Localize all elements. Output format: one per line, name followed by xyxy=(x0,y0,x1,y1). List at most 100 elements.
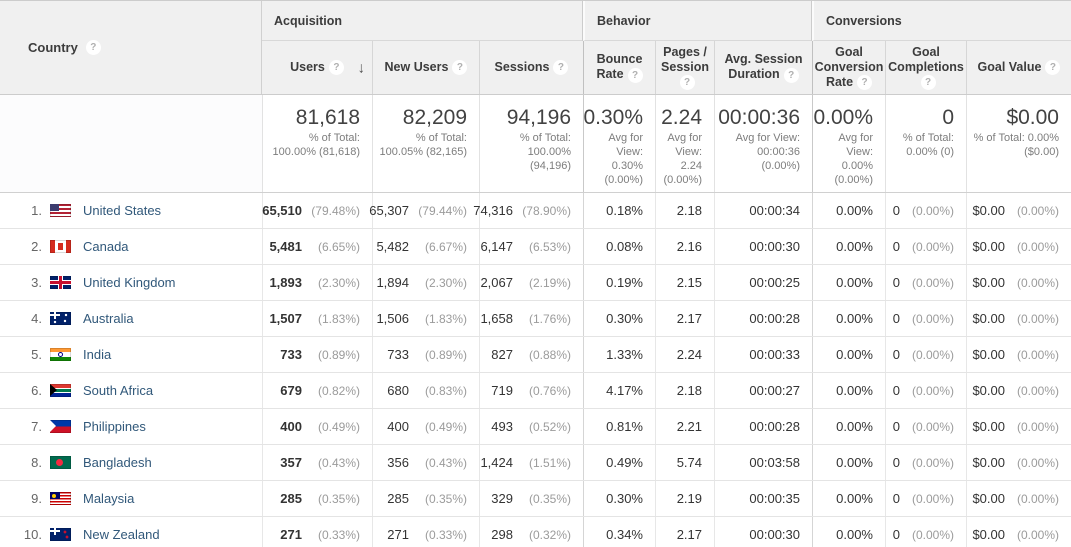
goal-conversion-rate-cell: 0.00% xyxy=(812,193,885,228)
country-link[interactable]: Philippines xyxy=(83,419,146,434)
totals-pages-session: 2.24 Avg for View: 2.24 (0.00%) xyxy=(655,95,714,192)
sort-descending-icon[interactable]: ↓ xyxy=(357,59,366,76)
goal-completions-cell: 0 (0.00%) xyxy=(885,265,966,300)
pages-session-value: 2.21 xyxy=(676,419,702,434)
help-icon[interactable]: ? xyxy=(783,67,799,83)
users-percent: (0.35%) xyxy=(317,491,360,506)
pages-session-cell: 2.15 xyxy=(655,265,714,300)
pages-session-cell: 5.74 xyxy=(655,445,714,480)
new-users-cell: 1,506 (1.83%) xyxy=(372,301,479,336)
country-cell: 7. Philippines xyxy=(0,409,262,444)
table-row: 7. Philippines 400 (0.49%) 400 (0.49%) 493… xyxy=(0,409,1071,445)
pages-session-value: 2.15 xyxy=(676,275,702,290)
country-link[interactable]: Canada xyxy=(83,239,129,254)
goal-value-percent: (0.00%) xyxy=(1016,491,1059,506)
users-cell: 400 (0.49%) xyxy=(262,409,372,444)
group-label: Behavior xyxy=(597,13,651,28)
pages-session-value: 2.18 xyxy=(676,383,702,398)
column-label: Users xyxy=(290,59,325,74)
group-header-conversions: Conversions xyxy=(812,1,1071,41)
bounce-rate-cell: 0.81% xyxy=(583,409,655,444)
column-header-goal-conversion-rate[interactable]: Goal Conversion Rate? xyxy=(812,41,885,94)
help-icon[interactable]: ? xyxy=(1045,60,1061,76)
sessions-value: 493 xyxy=(491,419,513,434)
country-link[interactable]: South Africa xyxy=(83,383,154,398)
country-link[interactable]: Malaysia xyxy=(83,491,135,506)
column-header-country[interactable]: Country ? xyxy=(0,1,262,94)
users-cell: 1,507 (1.83%) xyxy=(262,301,372,336)
country-cell: 1. United States xyxy=(0,193,262,228)
help-icon[interactable]: ? xyxy=(85,40,101,55)
goal-value-percent: (0.00%) xyxy=(1016,455,1059,470)
users-percent: (0.89%) xyxy=(317,347,360,362)
goal-conversion-rate-value: 0.00% xyxy=(836,347,873,362)
sessions-percent: (0.76%) xyxy=(528,383,571,398)
country-cell: 8. Bangladesh xyxy=(0,445,262,480)
help-icon[interactable]: ? xyxy=(857,75,873,91)
column-header-goal-value[interactable]: Goal Value? xyxy=(966,41,1071,94)
goal-conversion-rate-cell: 0.00% xyxy=(812,337,885,372)
goal-completions-percent: (0.00%) xyxy=(911,239,954,254)
users-percent: (79.48%) xyxy=(311,203,360,218)
avg-session-duration-value: 00:00:30 xyxy=(749,527,800,542)
country-link[interactable]: New Zealand xyxy=(83,527,160,542)
column-header-new-users[interactable]: New Users? xyxy=(372,41,479,94)
goal-value-cell: $0.00 (0.00%) xyxy=(966,373,1071,408)
column-header-goal-completions[interactable]: Goal Completions? xyxy=(885,41,966,94)
help-icon[interactable]: ? xyxy=(920,75,936,91)
bounce-rate-cell: 4.17% xyxy=(583,373,655,408)
goal-completions-cell: 0 (0.00%) xyxy=(885,409,966,444)
country-link[interactable]: United Kingdom xyxy=(83,275,176,290)
users-value: 65,510 xyxy=(262,203,302,218)
column-header-pages-session[interactable]: Pages / Session? xyxy=(655,41,714,94)
users-percent: (6.65%) xyxy=(317,239,360,254)
avg-session-duration-value: 00:00:35 xyxy=(749,491,800,506)
goal-completions-percent: (0.00%) xyxy=(911,383,954,398)
table-row: 3. United Kingdom 1,893 (2.30%) 1,894 (2.3… xyxy=(0,265,1071,301)
country-link[interactable]: India xyxy=(83,347,112,362)
total-subtext: Avg for View: 0.00% (0.00%) xyxy=(834,132,873,186)
help-icon[interactable]: ? xyxy=(627,67,643,83)
sessions-percent: (0.32%) xyxy=(528,527,571,542)
pages-session-cell: 2.21 xyxy=(655,409,714,444)
sessions-cell: 6,147 (6.53%) xyxy=(479,229,583,264)
users-percent: (0.43%) xyxy=(317,455,360,470)
goal-completions-percent: (0.00%) xyxy=(911,455,954,470)
totals-sessions: 94,196 % of Total: 100.00% (94,196) xyxy=(479,95,583,192)
column-header-users[interactable]: Users? ↓ xyxy=(262,41,372,94)
total-value: 2.24 xyxy=(661,106,702,129)
goal-completions-percent: (0.00%) xyxy=(911,347,954,362)
help-icon[interactable]: ? xyxy=(553,60,569,76)
row-rank: 1. xyxy=(31,203,42,218)
country-link[interactable]: Australia xyxy=(83,311,134,326)
column-label: Goal Conversion Rate xyxy=(814,44,884,89)
column-header-bounce-rate[interactable]: Bounce Rate? xyxy=(583,41,655,94)
sessions-percent: (2.19%) xyxy=(528,275,571,290)
totals-goal-value: $0.00 % of Total: 0.00% ($0.00) xyxy=(966,95,1071,192)
avg-session-duration-value: 00:00:28 xyxy=(749,311,800,326)
avg-session-duration-cell: 00:00:28 xyxy=(714,409,812,444)
goal-completions-value: 0 xyxy=(892,347,900,362)
avg-session-duration-value: 00:03:58 xyxy=(749,455,800,470)
pages-session-value: 2.18 xyxy=(676,203,702,218)
column-header-avg-session-duration[interactable]: Avg. Session Duration? xyxy=(714,41,812,94)
users-value: 733 xyxy=(280,347,302,362)
goal-completions-value: 0 xyxy=(892,239,900,254)
users-value: 1,893 xyxy=(269,275,302,290)
help-icon[interactable]: ? xyxy=(452,60,468,76)
pages-session-value: 2.17 xyxy=(676,527,702,542)
goal-conversion-rate-cell: 0.00% xyxy=(812,265,885,300)
pages-session-cell: 2.24 xyxy=(655,337,714,372)
users-percent: (0.49%) xyxy=(317,419,360,434)
goal-value-value: $0.00 xyxy=(972,527,1005,542)
country-link[interactable]: Bangladesh xyxy=(83,455,152,470)
help-icon[interactable]: ? xyxy=(328,60,344,76)
country-link[interactable]: United States xyxy=(83,203,162,218)
goal-conversion-rate-value: 0.00% xyxy=(836,239,873,254)
column-header-sessions[interactable]: Sessions? xyxy=(479,41,583,94)
metric-headers: Acquisition Behavior Conversions Users? … xyxy=(262,1,1071,94)
goal-value-percent: (0.00%) xyxy=(1016,419,1059,434)
help-icon[interactable]: ? xyxy=(679,75,695,91)
sessions-cell: 298 (0.32%) xyxy=(479,517,583,547)
new-users-percent: (0.33%) xyxy=(424,527,467,542)
